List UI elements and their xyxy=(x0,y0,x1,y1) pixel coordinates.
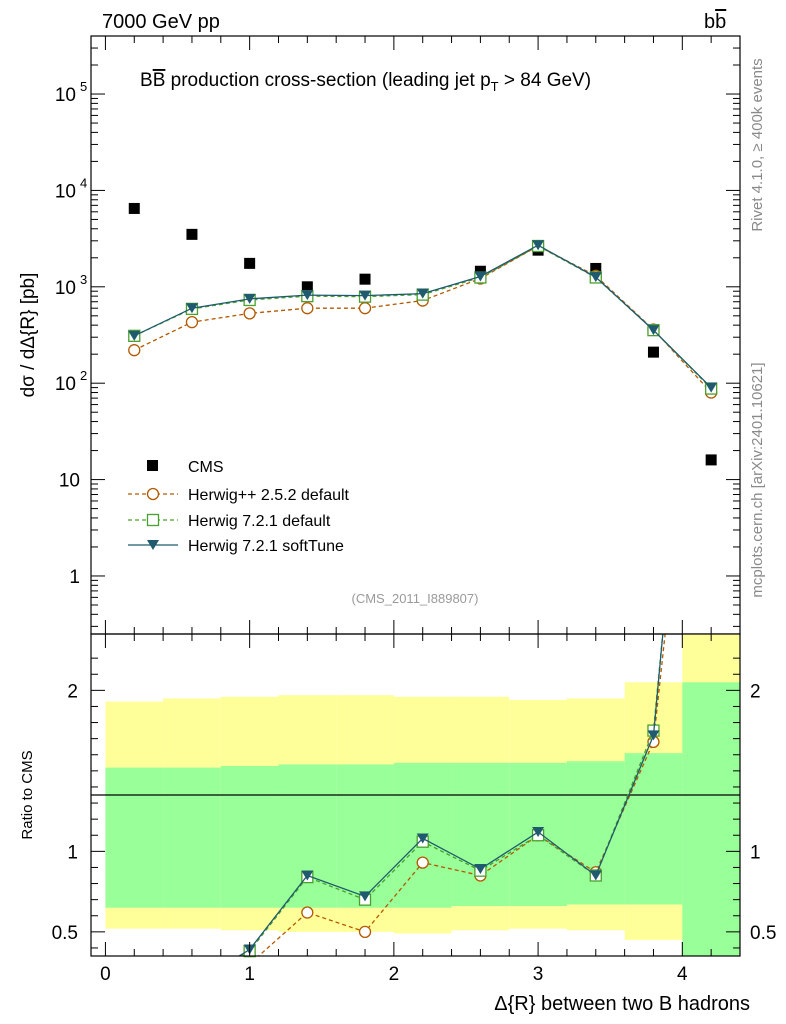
main-point-herwig-7-2-1-softtune-6 xyxy=(474,271,487,282)
ratio-panel-frame xyxy=(90,633,741,957)
legend-label-herwig7-default: Herwig 7.2.1 default xyxy=(188,513,331,530)
legend: CMS Herwig++ 2.5.2 default Herwig 7.2.1 … xyxy=(128,459,350,555)
plot-title-subscript: T xyxy=(491,79,499,94)
main-tick-exp-2: 2 xyxy=(80,368,87,383)
ratio-y-ticks: 0.5 0.5 1 1 2 2 xyxy=(52,657,776,949)
main-tick-label-3: 10 xyxy=(55,278,76,299)
header-right: bb xyxy=(704,11,726,33)
main-point-herwig-7-2-1-softtune-3 xyxy=(301,290,314,301)
x-tick-label-4: 4 xyxy=(677,964,688,985)
ratio-tick-label-right-2: 2 xyxy=(750,681,761,702)
main-point-cms-6 xyxy=(474,265,486,277)
x-axis-label: Δ{R} between two B hadrons xyxy=(494,993,750,1015)
ratio-band-green-9 xyxy=(624,753,683,905)
main-point-herwig-2-5-2-default-3 xyxy=(301,302,314,315)
plot-title-bar: B xyxy=(153,70,166,91)
main-point-herwig-2-5-2-default-0 xyxy=(128,344,141,357)
main-line-herwig-7-2-1-softtune xyxy=(133,244,712,389)
main-point-cms-1 xyxy=(186,228,198,240)
ratio-tick-label-left-1: 1 xyxy=(67,842,78,863)
main-y-ticks: 1 10 10 2 10 3 10 4 10 5 xyxy=(55,35,740,627)
main-point-herwig-2-5-2-default-2 xyxy=(243,307,256,320)
rivet-label: Rivet 4.1.0, ≥ 400k events xyxy=(749,58,766,231)
ratio-band-green-8 xyxy=(566,761,625,905)
ratio-band-green-10 xyxy=(682,682,740,956)
main-point-cms-10 xyxy=(705,454,717,466)
main-point-herwig-2-5-2-default-1 xyxy=(185,315,199,329)
main-point-herwig-7-2-1-softtune-5 xyxy=(416,288,429,299)
plot-title: BB production cross-section (leading jet… xyxy=(140,70,591,94)
legend-marker-cms xyxy=(147,460,158,471)
ratio-tick-label-right-1: 1 xyxy=(750,842,761,863)
legend-marker-herwig7-default xyxy=(146,513,160,527)
ratio-point-herwig-7-2-1-softtune-7 xyxy=(532,827,545,838)
ratio-point-herwig-7-2-1-softtune-5 xyxy=(416,833,429,844)
ratio-bands xyxy=(105,634,740,956)
ratio-point-herwig-2-5-2-default-4 xyxy=(358,925,372,938)
main-tick-exp-5: 5 xyxy=(80,79,87,94)
main-point-herwig-7-2-1-softtune-4 xyxy=(359,290,372,301)
ratio-point-herwig-7-2-1-softtune-3 xyxy=(301,870,314,881)
header-left: 7000 GeV pp xyxy=(102,11,220,33)
ratio-point-herwig-2-5-2-default-3 xyxy=(301,906,314,919)
y-axis-label-main: dσ / dΔ{R} [pb] xyxy=(18,273,39,398)
ratio-tick-label-left-0: 0.5 xyxy=(52,923,78,944)
main-point-cms-3 xyxy=(301,281,313,293)
ratio-band-green-3 xyxy=(278,764,337,908)
main-tick-label-5: 10 xyxy=(55,85,76,106)
ratio-point-herwig-7-2-1-softtune-6 xyxy=(474,864,487,875)
ratio-point-herwig-7-2-1-softtune-4 xyxy=(359,891,372,902)
main-point-herwig-7-2-1-softtune-2 xyxy=(243,293,256,304)
ratio-band-green-1 xyxy=(163,767,221,908)
main-point-herwig-7-2-1-softtune-1 xyxy=(185,303,198,314)
main-point-herwig-7-2-1-softtune-9 xyxy=(647,325,660,336)
legend-marker-herwigpp xyxy=(146,487,160,501)
main-point-cms-4 xyxy=(359,273,371,285)
ratio-band-green-2 xyxy=(220,766,279,908)
x-tick-label-3: 3 xyxy=(533,964,544,985)
x-tick-label-0: 0 xyxy=(100,964,111,985)
legend-label-herwigpp: Herwig++ 2.5.2 default xyxy=(188,487,350,504)
legend-marker-herwig7-softtune xyxy=(147,540,159,550)
main-series-layer xyxy=(128,202,718,466)
main-tick-label-4: 10 xyxy=(55,181,76,202)
main-tick-exp-3: 3 xyxy=(80,272,87,287)
ratio-band-green-6 xyxy=(451,762,510,907)
main-point-cms-2 xyxy=(244,257,256,269)
legend-label-herwig7-softtune: Herwig 7.2.1 softTune xyxy=(188,538,344,555)
main-point-cms-9 xyxy=(647,346,659,358)
x-axis-ticks: 0 1 2 3 4 xyxy=(100,36,741,985)
main-point-cms-0 xyxy=(128,202,140,214)
main-point-herwig-7-2-1-softtune-8 xyxy=(589,272,602,283)
ratio-point-herwig-2-5-2-default-5 xyxy=(416,856,429,869)
main-tick-label-1: 10 xyxy=(59,471,80,492)
main-point-herwig-2-5-2-default-4 xyxy=(358,302,372,315)
main-line-herwig-2-5-2-default xyxy=(133,245,712,393)
main-tick-label-2: 10 xyxy=(55,374,76,395)
x-tick-label-2: 2 xyxy=(389,964,400,985)
main-tick-label-0: 1 xyxy=(69,567,80,588)
ratio-tick-label-right-0: 0.5 xyxy=(750,923,776,944)
ratio-point-herwig-7-2-1-softtune-8 xyxy=(589,870,602,881)
main-point-herwig-7-2-1-softtune-7 xyxy=(532,240,545,251)
main-point-cms-8 xyxy=(590,262,602,274)
x-tick-label-1: 1 xyxy=(244,964,255,985)
ratio-point-herwig-7-2-1-softtune-9 xyxy=(647,730,660,741)
mcplots-label: mcplots.cern.ch [arXiv:2401.10621] xyxy=(749,362,766,597)
main-point-herwig-7-2-1-softtune-0 xyxy=(128,330,141,341)
main-point-herwig-7-2-1-softtune-10 xyxy=(705,382,718,393)
ratio-band-green-4 xyxy=(336,764,394,908)
legend-label-cms: CMS xyxy=(188,459,224,476)
header-right-bar: b xyxy=(715,11,726,33)
analysis-id-label: (CMS_2011_I889807) xyxy=(352,591,479,606)
ratio-band-green-0 xyxy=(105,767,164,908)
main-tick-exp-4: 4 xyxy=(80,175,87,190)
y-axis-label-ratio: Ratio to CMS xyxy=(19,750,36,839)
ratio-tick-label-left-2: 2 xyxy=(67,681,78,702)
